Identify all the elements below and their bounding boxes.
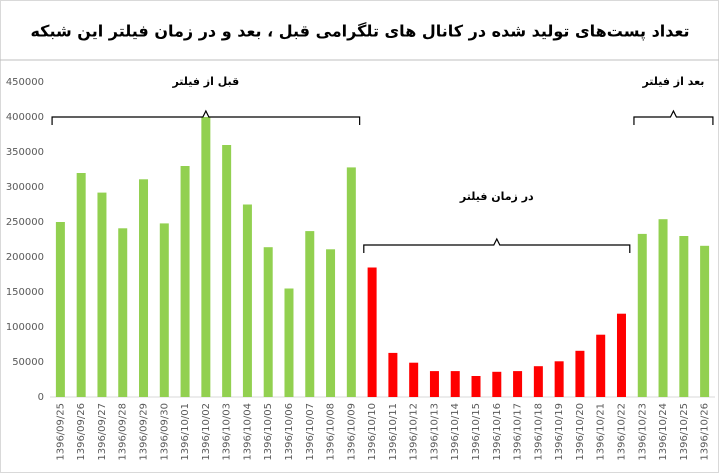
bar (513, 371, 523, 397)
bar (76, 173, 86, 397)
bar (305, 231, 315, 397)
bar (242, 204, 252, 397)
bar (616, 313, 626, 397)
x-tick-label: 1396/10/23 (637, 403, 648, 461)
bar (450, 371, 460, 397)
x-tick-label: 1396/10/15 (471, 403, 482, 461)
bar (55, 222, 65, 397)
x-tick-label: 1396/10/05 (263, 403, 274, 461)
x-tick-label: 1396/10/18 (533, 403, 544, 461)
bar (679, 236, 689, 397)
bar (637, 233, 647, 397)
bar (388, 352, 398, 397)
y-tick-label: 450000 (6, 77, 44, 88)
x-tick-label: 1396/10/10 (367, 403, 378, 461)
bar (201, 117, 211, 397)
annotation: قبل از فیلتر (171, 75, 239, 88)
x-tick-label: 1396/10/16 (492, 403, 503, 461)
bar (492, 371, 502, 397)
x-tick-label: 1396/09/30 (159, 403, 170, 461)
x-tick-label: 1396/10/03 (222, 403, 233, 461)
bar (367, 267, 377, 397)
bar (554, 361, 564, 397)
bracket (633, 109, 714, 125)
bar (429, 371, 439, 397)
x-tick-label: 1396/10/26 (700, 403, 711, 461)
x-tick-label: 1396/09/26 (76, 403, 87, 461)
bar (346, 167, 356, 397)
bar (326, 249, 336, 397)
annotation: بعد از فیلتر (641, 75, 704, 88)
bar (700, 245, 710, 397)
x-tick-label: 1396/10/22 (616, 403, 627, 461)
bar (222, 145, 232, 397)
x-tick-label: 1396/10/02 (201, 403, 212, 461)
y-tick-label: 300000 (6, 182, 44, 193)
y-tick-label: 150000 (6, 287, 44, 298)
bar (263, 247, 273, 397)
bar (180, 166, 190, 397)
x-tick-label: 1396/10/13 (429, 403, 440, 461)
bracket (51, 109, 361, 125)
bar (575, 350, 585, 397)
bar (658, 219, 668, 397)
x-tick-label: 1396/10/06 (284, 403, 295, 461)
bar (118, 228, 128, 397)
chart-title: تعداد پست‌های تولید شده در کانال های تلگ… (30, 22, 689, 42)
y-tick-label: 50000 (12, 357, 44, 368)
x-tick-label: 1396/10/19 (554, 403, 565, 461)
bar (471, 376, 481, 397)
y-tick-label: 200000 (6, 252, 44, 263)
y-tick-label: 350000 (6, 147, 44, 158)
x-tick-label: 1396/09/29 (139, 403, 150, 461)
bar (409, 362, 419, 397)
y-tick-label: 250000 (6, 217, 44, 228)
bar (284, 288, 294, 397)
annotation: در زمان فیلتر (459, 190, 534, 203)
x-tick-label: 1396/10/12 (409, 403, 420, 461)
x-tick-label: 1396/10/04 (242, 403, 253, 461)
bar (533, 366, 543, 397)
x-tick-label: 1396/10/25 (679, 403, 690, 461)
x-tick-label: 1396/10/14 (450, 403, 461, 461)
x-tick-label: 1396/10/08 (326, 403, 337, 461)
x-tick-label: 1396/10/21 (596, 403, 607, 461)
x-tick-label: 1396/09/25 (55, 403, 66, 461)
x-tick-label: 1396/10/01 (180, 403, 191, 461)
x-tick-label: 1396/10/20 (575, 403, 586, 461)
x-tick-label: 1396/10/17 (513, 403, 524, 461)
bar (596, 334, 606, 397)
x-tick-label: 1396/10/11 (388, 403, 399, 461)
x-tick-label: 1396/10/07 (305, 403, 316, 461)
bar (139, 179, 149, 397)
x-tick-label: 1396/09/28 (118, 403, 129, 461)
x-tick-label: 1396/09/27 (97, 403, 108, 461)
y-tick-label: 100000 (6, 322, 44, 333)
x-tick-label: 1396/10/09 (346, 403, 357, 461)
y-tick-label: 400000 (6, 112, 44, 123)
x-tick-label: 1396/10/24 (658, 403, 669, 461)
bracket (363, 237, 631, 253)
y-tick-label: 0 (38, 392, 44, 403)
bar (159, 223, 169, 397)
bar (97, 192, 107, 397)
